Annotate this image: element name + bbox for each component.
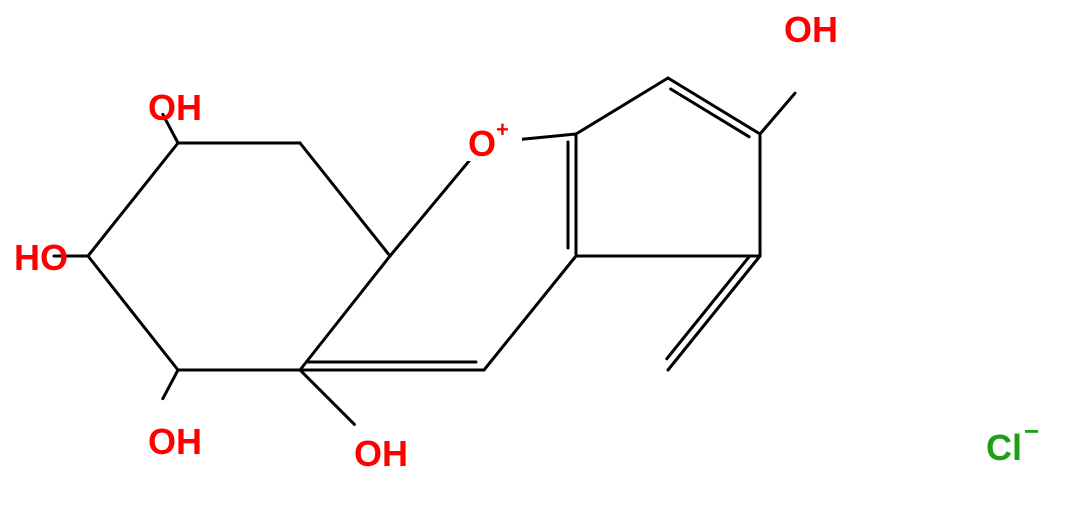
- ring-oxygen: O: [468, 123, 496, 164]
- hydroxyl-c1: HO: [14, 237, 68, 278]
- chloride-charge: −: [1024, 416, 1039, 446]
- chloride-counterion: Cl: [986, 427, 1022, 468]
- hydroxyl-c2: OH: [148, 87, 202, 128]
- hydroxyl-c12: OH: [784, 9, 838, 50]
- hydroxyl-c6: OH: [148, 421, 202, 462]
- oxygen-charge: +: [496, 117, 509, 142]
- hydroxyl-c5: OH: [354, 433, 408, 474]
